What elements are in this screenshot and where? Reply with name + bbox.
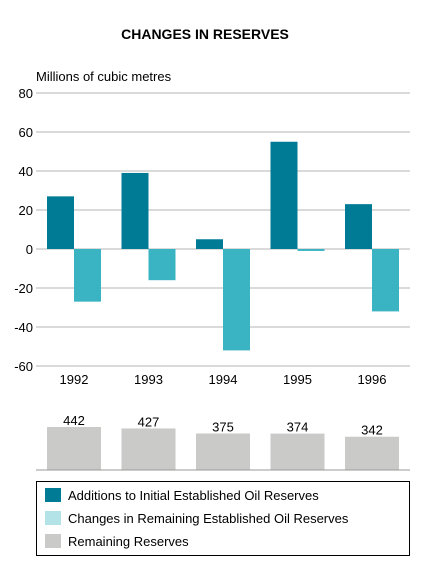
x-tick-label: 1994: [209, 372, 238, 387]
bar-remaining: [270, 433, 325, 470]
bar-remaining: [121, 428, 176, 470]
bar-additions: [47, 196, 74, 249]
bar-changes: [74, 249, 101, 302]
y-tick-label: -20: [14, 281, 33, 296]
x-tick-label: 1992: [60, 372, 89, 387]
legend-label: Additions to Initial Established Oil Res…: [68, 488, 319, 503]
bar-changes: [148, 249, 176, 281]
legend-label: Changes in Remaining Established Oil Res…: [68, 511, 349, 526]
legend-box: [36, 481, 410, 556]
bar-additions: [345, 204, 372, 249]
bar-additions: [270, 141, 298, 249]
legend-swatch: [45, 534, 61, 548]
y-tick-labels: 80 60 40 20 0 -20 -40 -60: [14, 86, 33, 374]
y-tick-label: 20: [19, 203, 33, 218]
legend-label: Remaining Reserves: [68, 534, 189, 549]
y-tick-label: -40: [14, 320, 33, 335]
y-tick-label: 80: [19, 86, 33, 101]
y-tick-label: 40: [19, 164, 33, 179]
bar-changes: [372, 249, 399, 312]
x-tick-label: 1996: [358, 372, 387, 387]
data-label-remaining: 342: [361, 423, 383, 438]
bars: [47, 141, 399, 351]
data-label-remaining: 374: [287, 420, 309, 435]
legend: Additions to Initial Established Oil Res…: [36, 481, 410, 556]
bar-changes: [223, 249, 250, 351]
chart-title: CHANGES IN RESERVES: [121, 26, 289, 42]
data-label-remaining: 427: [138, 414, 160, 429]
y-tick-label: -60: [14, 359, 33, 374]
legend-swatch: [45, 488, 61, 502]
bar-remaining: [196, 433, 250, 470]
x-tick-label: 1993: [134, 372, 163, 387]
bar-remaining: [345, 436, 399, 470]
bar-additions: [196, 239, 223, 249]
data-label-remaining: 375: [212, 420, 234, 435]
legend-swatch: [45, 511, 61, 525]
y-tick-label: 0: [26, 242, 33, 257]
remaining-reserves-strip: 442 427 375 374 342: [36, 413, 410, 471]
x-tick-labels: 1992 1993 1994 1995 1996: [60, 372, 387, 387]
x-tick-label: 1995: [283, 372, 312, 387]
bar-additions: [121, 172, 149, 249]
bar-changes: [297, 249, 325, 251]
y-axis-label: Millions of cubic metres: [36, 69, 172, 84]
y-tick-label: 60: [19, 125, 33, 140]
data-label-remaining: 442: [63, 413, 85, 428]
bar-remaining: [47, 427, 101, 470]
